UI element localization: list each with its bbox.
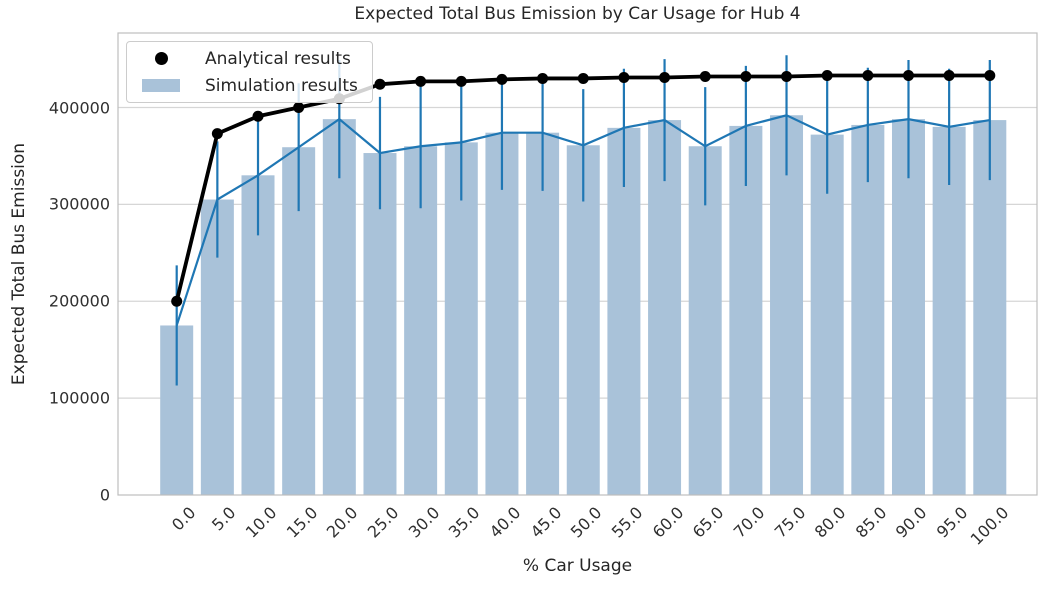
analytical-point bbox=[699, 71, 711, 82]
analytical-point bbox=[943, 70, 955, 82]
bar bbox=[932, 126, 966, 495]
analytical-point bbox=[577, 72, 589, 84]
bar bbox=[363, 153, 397, 495]
analytical-point bbox=[496, 73, 508, 85]
bar bbox=[851, 124, 885, 495]
bar bbox=[810, 134, 844, 495]
analytical-point bbox=[984, 70, 996, 82]
legend: Analytical results Simulation results bbox=[126, 41, 373, 103]
bar bbox=[891, 119, 925, 495]
bar bbox=[485, 132, 519, 495]
legend-item-simulation: Simulation results bbox=[135, 73, 372, 98]
analytical-point bbox=[537, 72, 549, 84]
simulation-mean-line bbox=[175, 114, 990, 326]
plot-border bbox=[117, 32, 1038, 496]
analytical-point bbox=[740, 71, 752, 82]
analytical-point bbox=[659, 71, 671, 83]
bar bbox=[322, 119, 356, 495]
analytical-point bbox=[455, 75, 467, 87]
bar bbox=[526, 132, 560, 495]
x-axis-label: % Car Usage bbox=[522, 556, 633, 576]
analytical-marker-icon bbox=[154, 52, 168, 65]
y-tick-label: 100000 bbox=[48, 388, 110, 408]
bar bbox=[973, 120, 1007, 495]
analytical-point bbox=[293, 102, 305, 113]
analytical-point bbox=[171, 295, 183, 307]
simulation-swatch-icon bbox=[142, 79, 180, 92]
analytical-point bbox=[211, 128, 223, 140]
bar bbox=[648, 120, 682, 495]
bar bbox=[566, 145, 600, 495]
bar bbox=[444, 142, 478, 495]
bar bbox=[607, 127, 641, 495]
legend-label-simulation: Simulation results bbox=[205, 75, 358, 96]
analytical-point bbox=[618, 71, 630, 83]
bar bbox=[770, 115, 804, 495]
analytical-point bbox=[252, 110, 264, 122]
bar bbox=[729, 125, 763, 495]
analytical-point bbox=[862, 70, 874, 82]
y-tick-label: 300000 bbox=[48, 194, 110, 214]
legend-item-analytical: Analytical results bbox=[135, 46, 372, 71]
analytical-point bbox=[781, 71, 793, 82]
legend-label-analytical: Analytical results bbox=[205, 48, 351, 69]
y-tick-label: 0 bbox=[99, 485, 110, 505]
y-tick-label: 200000 bbox=[48, 291, 110, 311]
analytical-point bbox=[415, 75, 427, 87]
analytical-point bbox=[374, 78, 386, 90]
chart-title: Expected Total Bus Emission by Car Usage… bbox=[354, 4, 801, 24]
y-axis-label: Expected Total Bus Emission bbox=[9, 142, 29, 386]
y-tick-label: 400000 bbox=[48, 98, 110, 117]
analytical-point bbox=[821, 70, 833, 82]
analytical-point bbox=[902, 70, 914, 82]
